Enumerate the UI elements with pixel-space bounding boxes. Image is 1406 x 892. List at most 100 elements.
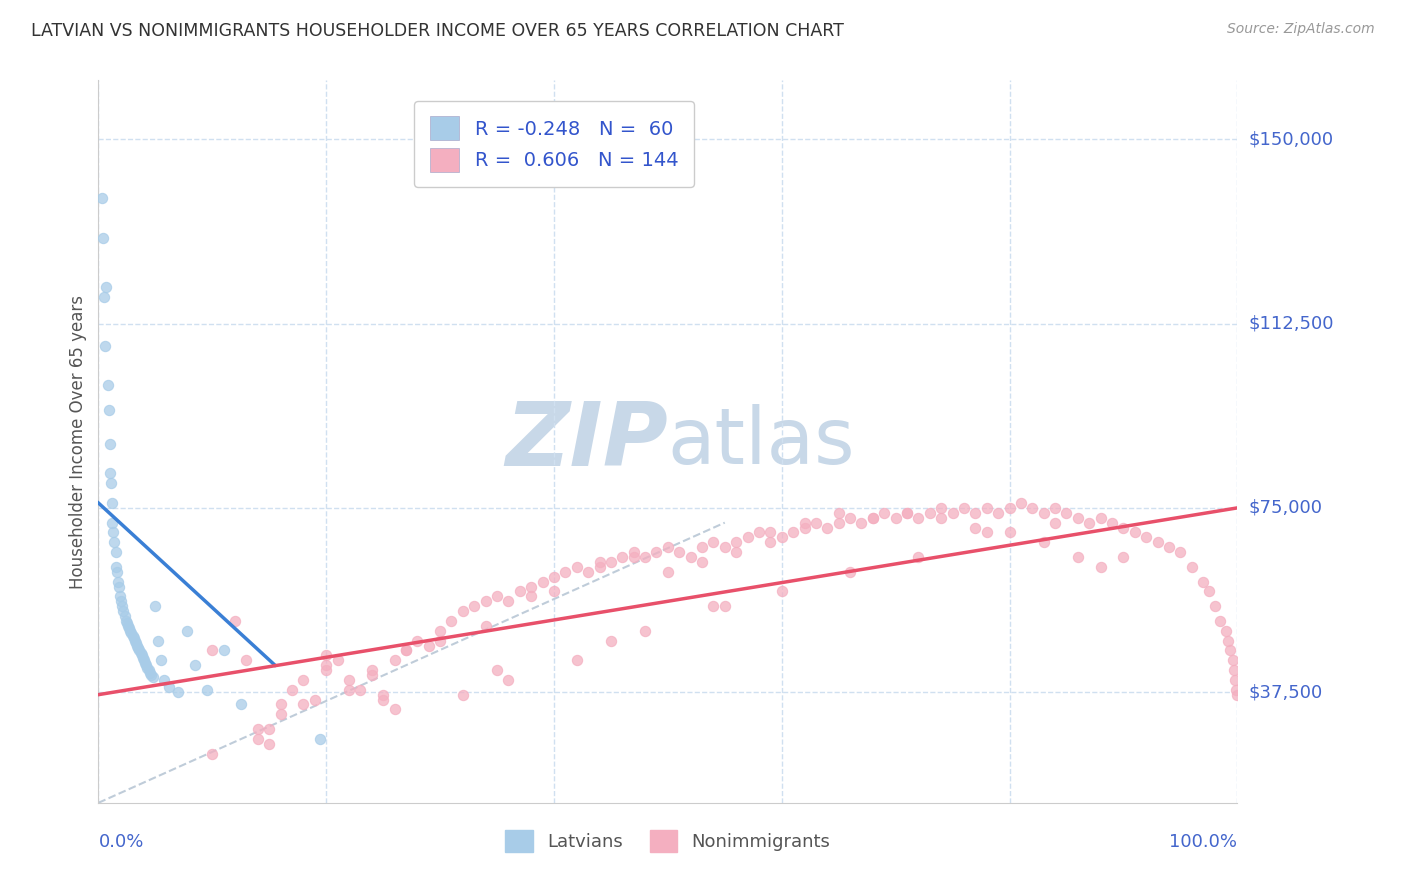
Point [702,599,724,614]
Point [429,624,451,638]
Point [100,476,122,491]
Point [104,545,127,559]
Point [737,530,759,544]
Text: $112,500: $112,500 [1249,315,1334,333]
Point [1021,500,1043,515]
Point [929,500,952,515]
Point [1225,682,1247,697]
Point [1135,530,1157,544]
Point [118,621,141,635]
Point [828,516,851,530]
Point [1181,560,1204,574]
Text: 0.0%: 0.0% [98,833,143,851]
Point [127,640,149,655]
Point [128,643,150,657]
Point [576,565,599,579]
Point [142,670,165,684]
Point [1101,516,1123,530]
Point [337,682,360,697]
Point [111,599,134,614]
Point [315,663,337,677]
Point [998,525,1021,540]
Point [1215,624,1237,638]
Point [201,643,224,657]
Point [770,530,793,544]
Point [679,549,702,564]
Point [201,747,224,761]
Point [565,560,588,574]
Point [714,540,737,554]
Point [105,565,128,579]
Point [1090,510,1112,524]
Point [862,510,884,524]
Point [828,506,851,520]
Point [1112,520,1135,534]
Point [543,584,565,599]
Point [1219,643,1241,657]
Point [463,599,485,614]
Point [1032,535,1054,549]
Point [121,629,143,643]
Point [1043,500,1066,515]
Point [965,520,987,534]
Point [103,525,125,540]
Point [759,525,782,540]
Point [451,604,474,618]
Point [1226,688,1249,702]
Point [304,692,326,706]
Point [486,590,509,604]
Point [246,722,269,736]
Point [384,653,406,667]
Point [157,681,180,695]
Point [839,565,862,579]
Text: LATVIAN VS NONIMMIGRANTS HOUSEHOLDER INCOME OVER 65 YEARS CORRELATION CHART: LATVIAN VS NONIMMIGRANTS HOUSEHOLDER INC… [31,22,844,40]
Point [1204,599,1226,614]
Point [565,653,588,667]
Point [112,604,135,618]
Point [138,665,160,680]
Point [134,656,156,670]
Point [90,191,112,205]
Point [315,648,337,663]
Point [97,402,120,417]
Point [634,549,657,564]
Point [224,614,246,628]
Point [690,540,713,554]
Point [623,545,645,559]
Point [259,737,281,751]
Point [292,698,315,712]
Legend: Latvians, Nonimmigrants: Latvians, Nonimmigrants [498,822,838,859]
Point [793,516,815,530]
Point [132,650,155,665]
Point [702,535,724,549]
Point [153,673,176,687]
Point [851,516,873,530]
Y-axis label: Householder Income Over 65 years: Householder Income Over 65 years [69,294,87,589]
Point [395,643,418,657]
Point [1123,525,1146,540]
Point [246,731,269,746]
Point [657,540,679,554]
Point [896,506,918,520]
Text: $37,500: $37,500 [1249,683,1323,701]
Point [1157,540,1180,554]
Point [543,570,565,584]
Point [212,643,235,657]
Point [150,653,173,667]
Point [418,639,440,653]
Point [1010,496,1032,510]
Text: atlas: atlas [668,403,855,480]
Point [623,549,645,564]
Point [907,510,929,524]
Point [839,510,862,524]
Point [520,580,543,594]
Point [1223,663,1246,677]
Point [120,626,142,640]
Point [554,565,576,579]
Point [987,506,1010,520]
Point [108,590,131,604]
Point [725,545,748,559]
Point [371,692,394,706]
Point [896,506,918,520]
Point [588,560,610,574]
